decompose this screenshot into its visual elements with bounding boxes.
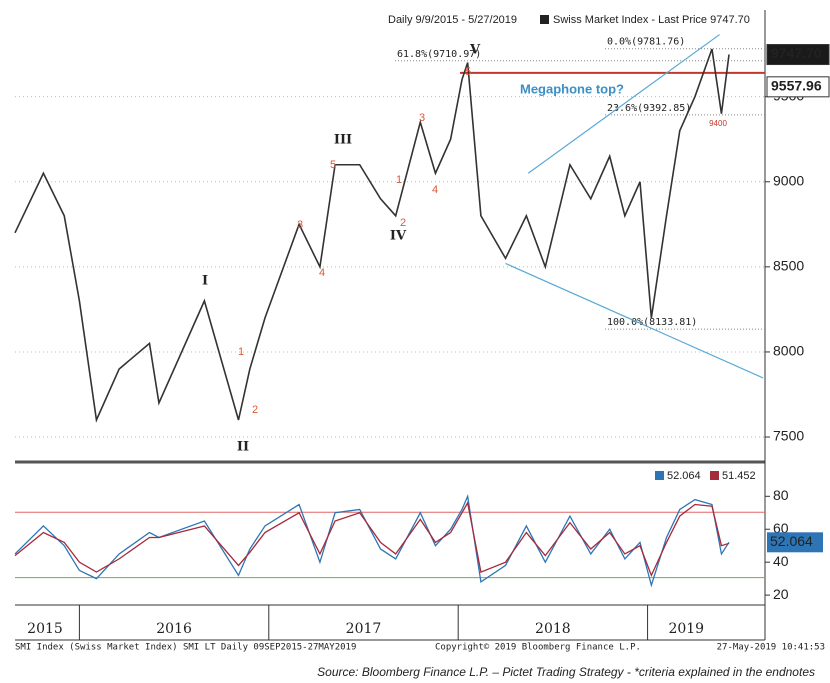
annotation: 9400 xyxy=(709,119,727,128)
last-label: 52.064 xyxy=(770,533,813,549)
fib-label: 61.8%(9710.97) xyxy=(397,49,481,60)
annotation: 3 xyxy=(297,219,303,231)
y-tick-label: 40 xyxy=(773,553,789,569)
annotation: V xyxy=(469,43,481,58)
y-tick-label: 9000 xyxy=(773,172,804,188)
year-label: 2015 xyxy=(27,621,63,637)
year-label: 2016 xyxy=(156,621,192,637)
fib-label: 0.0%(9781.76) xyxy=(607,37,685,48)
y-tick-label: 60 xyxy=(773,520,789,536)
legend-label: 52.064 xyxy=(667,470,701,482)
legend-swatch xyxy=(540,15,549,24)
y-tick-label: 8000 xyxy=(773,343,804,359)
annotation: III xyxy=(334,133,352,148)
trendline xyxy=(527,34,720,174)
annotation: 2 xyxy=(400,217,406,229)
annotation: 1 xyxy=(396,174,402,186)
annotation: 2 xyxy=(252,404,258,416)
trendline xyxy=(505,262,764,379)
annotation: I xyxy=(202,274,208,289)
fib-label: 100.0%(8133.81) xyxy=(607,317,697,328)
annotation: Megaphone top? xyxy=(520,81,624,96)
year-label: 2018 xyxy=(535,621,571,637)
annotation: IV xyxy=(390,229,407,244)
annotation: 5 xyxy=(465,66,471,78)
legend-swatch xyxy=(710,471,719,480)
footer-center: Copyright© 2019 Bloomberg Finance L.P. xyxy=(435,643,641,653)
y-tick-label: 7500 xyxy=(773,428,804,444)
header: Daily 9/9/2015 - 5/27/2019 xyxy=(388,14,517,26)
annotation: II xyxy=(237,440,249,455)
price-label: 9747.70 xyxy=(771,45,822,61)
legend-swatch xyxy=(655,471,664,480)
footer-right: 27-May-2019 10:41:53 xyxy=(717,643,825,653)
year-label: 2017 xyxy=(346,621,382,637)
annotation: 5 xyxy=(330,159,336,171)
source: Source: Bloomberg Finance L.P. – Pictet … xyxy=(317,665,815,679)
fib-label: 23.6%(9392.85) xyxy=(607,103,691,114)
legend-label: 51.452 xyxy=(722,470,756,482)
y-tick-label: 20 xyxy=(773,586,789,602)
series-line xyxy=(14,48,730,423)
last-box xyxy=(767,532,823,553)
chart-title: Swiss Market Index - Last Price 9747.70 xyxy=(553,14,750,26)
year-label: 2019 xyxy=(668,621,704,637)
y-tick-label: 80 xyxy=(773,487,789,503)
price-box xyxy=(766,44,830,66)
annotation: 4 xyxy=(432,184,438,196)
y-tick-label: 8500 xyxy=(773,258,804,274)
price-box xyxy=(766,76,830,98)
annotation: 4 xyxy=(319,267,325,279)
annotation: 1 xyxy=(238,346,244,358)
series-line xyxy=(14,501,730,578)
footer-left: SMI Index (Swiss Market Index) SMI LT Da… xyxy=(15,643,356,653)
annotation: 3 xyxy=(419,112,425,124)
price-label: 9557.96 xyxy=(771,78,822,94)
series-line xyxy=(14,493,730,588)
